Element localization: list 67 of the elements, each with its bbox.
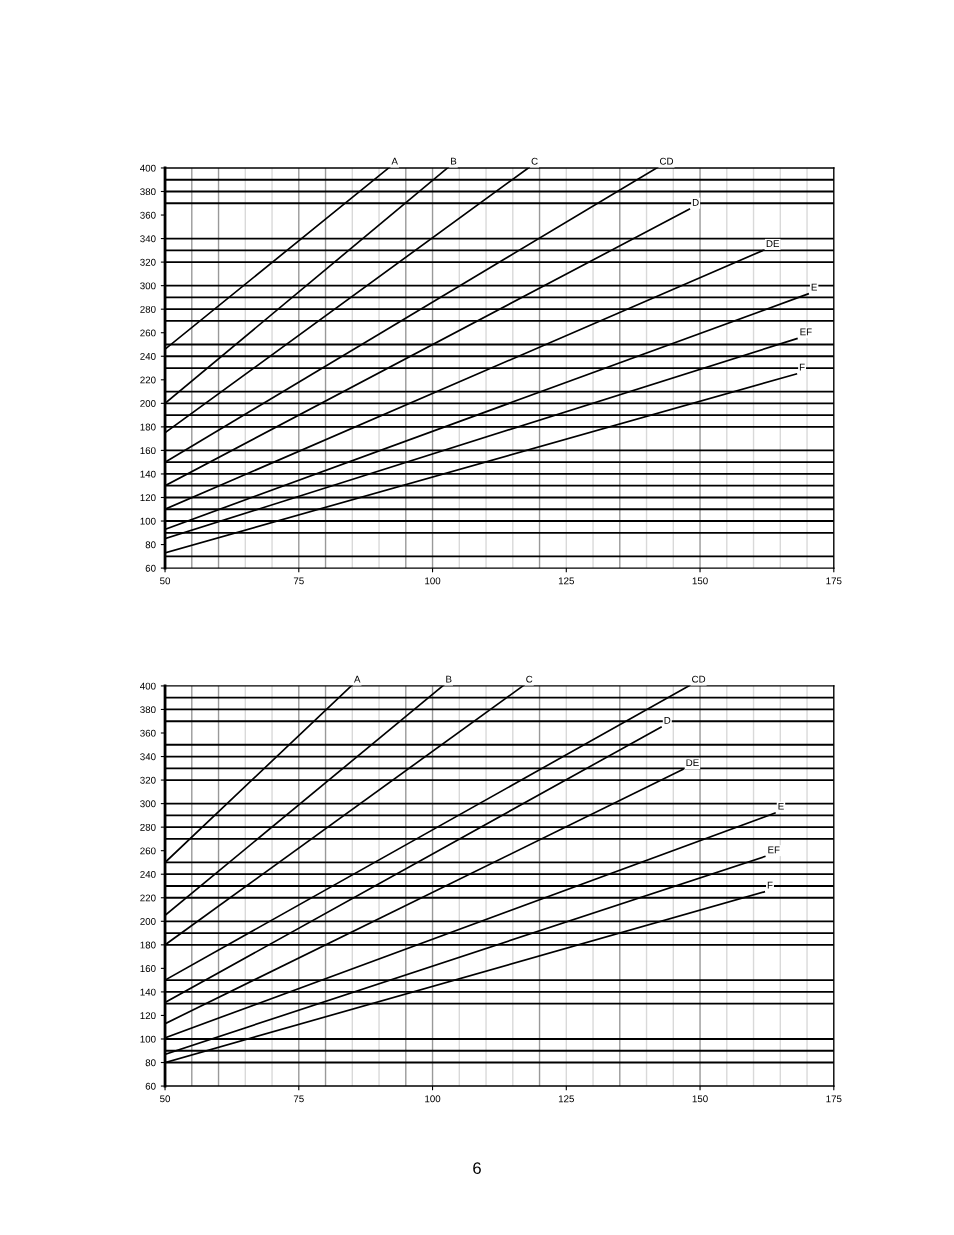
series-label: E (811, 283, 817, 291)
x-tick-label: 175 (826, 577, 842, 585)
x-tick-label: 100 (425, 577, 441, 585)
text: 6 (473, 1162, 481, 1175)
y-tick-label: 220 (140, 894, 156, 902)
y-tick-label: 180 (140, 423, 156, 431)
y-tick-label: 200 (140, 400, 156, 407)
series-label: F (767, 881, 773, 889)
series-label: DE (766, 240, 780, 247)
series-label: CD (692, 675, 706, 683)
y-tick-label: 280 (140, 305, 156, 313)
x-tick-label: 175 (826, 1095, 842, 1103)
y-tick-label: 360 (140, 211, 156, 219)
x-tick-label: 125 (558, 577, 574, 585)
y-tick-label: 320 (140, 776, 156, 784)
series-label: D (664, 717, 671, 724)
y-tick-label: 180 (140, 941, 156, 949)
y-tick-label: 280 (140, 823, 156, 831)
x-tick-label: 50 (160, 577, 171, 585)
series-label: E (778, 802, 784, 810)
y-tick-label: 100 (140, 1035, 156, 1043)
y-tick-label: 240 (140, 870, 156, 878)
y-tick-label: 200 (140, 918, 156, 925)
y-tick-label: 260 (140, 329, 156, 337)
y-tick-label: 240 (140, 353, 156, 360)
y-tick-label: 380 (140, 188, 156, 196)
y-tick-label: 80 (145, 1059, 156, 1067)
y-tick-label: 220 (140, 376, 156, 384)
y-tick-label: 260 (140, 847, 156, 855)
y-tick-label: 160 (140, 447, 156, 455)
y-tick-label: 340 (140, 235, 156, 243)
y-tick-label: 100 (140, 517, 156, 525)
y-tick-label: 60 (145, 564, 156, 572)
series-label: EF (800, 328, 812, 336)
y-tick-label: 300 (140, 282, 156, 290)
y-tick-label: 140 (140, 470, 156, 478)
y-tick-label: 300 (140, 800, 156, 808)
series-label: A (391, 157, 398, 165)
series-label: CD (659, 157, 674, 165)
y-tick-label: 320 (140, 258, 156, 266)
series-label: D (692, 199, 699, 206)
y-tick-label: 340 (140, 753, 156, 761)
y-tick-label: 60 (145, 1082, 156, 1090)
y-tick-label: 140 (140, 988, 156, 996)
series-label: A (354, 675, 361, 683)
y-tick-label: 120 (140, 1012, 156, 1020)
x-tick-label: 50 (160, 1095, 171, 1103)
series-label: EF (768, 846, 780, 854)
x-tick-label: 75 (293, 577, 304, 585)
y-tick-label: 160 (140, 965, 156, 972)
y-tick-label: 360 (140, 729, 156, 737)
y-tick-label: 400 (140, 164, 156, 172)
y-tick-label: 400 (140, 682, 156, 690)
x-tick-label: 125 (558, 1095, 574, 1103)
x-tick-label: 100 (425, 1095, 441, 1103)
y-tick-label: 380 (140, 706, 156, 714)
series-label: C (526, 675, 533, 683)
series-label: B (451, 157, 457, 165)
series-label: B (446, 675, 452, 683)
x-tick-label: 150 (692, 1095, 708, 1103)
series-label: DE (686, 759, 699, 767)
x-tick-label: 150 (692, 577, 708, 585)
series-label: F (799, 363, 805, 371)
y-tick-label: 80 (145, 541, 156, 549)
y-tick-label: 120 (140, 494, 156, 502)
series-label: C (531, 157, 538, 165)
x-tick-label: 75 (293, 1095, 304, 1103)
